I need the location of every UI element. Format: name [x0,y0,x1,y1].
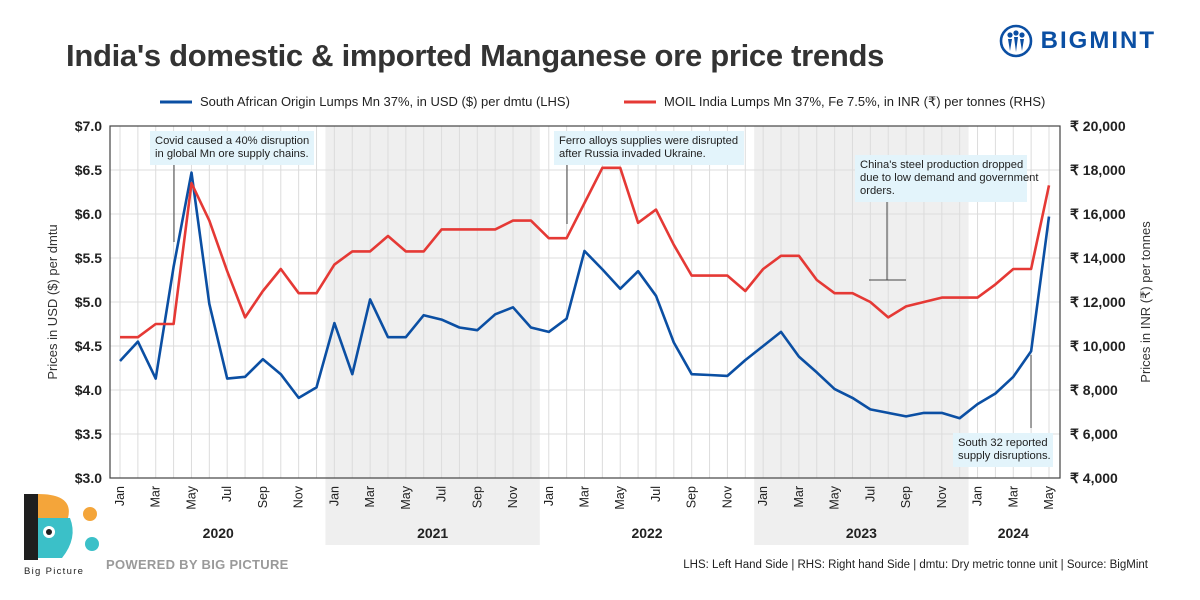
annotation-text: due to low demand and government [860,172,1039,184]
x-tick-label: Nov [935,485,949,508]
left-tick-label: $3.0 [75,470,102,486]
x-tick-label: Mar [363,486,377,508]
right-tick-label: ₹ 6,000 [1070,426,1118,442]
year-label-2024: 2024 [998,525,1029,541]
right-tick-label: ₹ 4,000 [1070,470,1118,486]
right-axis-label: Prices in INR (₹) per tonnes [1138,221,1153,383]
x-tick-label: May [399,485,413,509]
source-notes: LHS: Left Hand Side | RHS: Right hand Si… [683,559,1148,571]
x-tick-label: Jan [113,486,127,506]
annotation-text: China's steel production dropped [860,159,1023,171]
x-tick-label: May [184,485,198,509]
left-tick-label: $3.5 [75,426,102,442]
chart-title: India's domestic & imported Manganese or… [66,38,885,73]
x-tick-label: Mar [578,486,592,508]
right-tick-label: ₹ 18,000 [1070,162,1126,178]
annotation-text: in global Mn ore supply chains. [155,148,309,160]
annotation-box [953,433,1053,467]
big-picture-logo-icon [24,494,99,560]
year-label-2023: 2023 [846,525,877,541]
x-tick-label: May [1042,485,1056,509]
annotation-text: South 32 reported [958,437,1048,449]
left-axis-label: Prices in USD ($) per dmtu [45,224,60,379]
x-tick-label: Nov [292,485,306,508]
x-tick-label: Sep [899,486,913,508]
annotation-text: Covid caused a 40% disruption [155,135,309,147]
big-picture-logo [22,492,102,569]
right-tick-label: ₹ 16,000 [1070,206,1126,222]
left-tick-label: $4.5 [75,338,102,354]
right-tick-label: ₹ 12,000 [1070,294,1126,310]
annotation-box [855,155,1027,202]
x-tick-label: Sep [470,486,484,508]
bigmint-logo-icon [999,24,1032,58]
legend-label-usd: South African Origin Lumps Mn 37%, in US… [200,94,570,109]
x-tick-label: Mar [792,486,806,508]
left-tick-label: $5.5 [75,250,102,266]
year-shade-2021 [325,126,540,545]
right-tick-label: ₹ 10,000 [1070,338,1126,354]
left-tick-label: $5.0 [75,294,102,310]
right-tick-label: ₹ 8,000 [1070,382,1118,398]
annotation-text: after Russia invaded Ukraine. [559,148,706,160]
right-tick-label: ₹ 20,000 [1070,118,1126,134]
bigmint-logo: BIGMINT [999,24,1156,58]
x-tick-label: Nov [720,485,734,508]
x-tick-label: Jul [649,486,663,502]
left-tick-label: $7.0 [75,118,102,134]
big-picture-label: Big Picture [24,566,85,577]
year-label-2022: 2022 [631,525,662,541]
x-tick-label: Jan [756,486,770,506]
x-tick-label: Sep [685,486,699,508]
x-tick-label: Sep [256,486,270,508]
left-tick-label: $6.5 [75,162,102,178]
bigmint-logo-text: BIGMINT [1040,27,1156,54]
x-tick-label: Mar [1006,486,1020,508]
left-tick-label: $6.0 [75,206,102,222]
annotation-box [150,131,314,165]
x-tick-label: Jan [327,486,341,506]
annotation-text: supply disruptions. [958,450,1051,462]
left-tick-label: $4.0 [75,382,102,398]
x-tick-label: Jul [435,486,449,502]
x-tick-label: Jul [220,486,234,502]
x-tick-label: May [828,485,842,509]
x-tick-label: Mar [149,486,163,508]
annotation-text: Ferro alloys supplies were disrupted [559,135,738,147]
powered-by-text: POWERED BY BIG PICTURE [106,557,289,572]
right-tick-label: ₹ 14,000 [1070,250,1126,266]
annotation-text: orders. [860,185,895,197]
x-tick-label: Jan [971,486,985,506]
year-label-2020: 2020 [203,525,234,541]
x-tick-label: May [613,485,627,509]
legend-label-inr: MOIL India Lumps Mn 37%, Fe 7.5%, in INR… [664,94,1045,109]
x-tick-label: Jan [542,486,556,506]
annotation-box [554,131,744,165]
series-line-inr [120,166,1051,339]
series-line-usd [119,171,1051,420]
plot-frame [109,125,1061,479]
x-tick-label: Nov [506,485,520,508]
x-tick-label: Jul [863,486,877,502]
year-label-2021: 2021 [417,525,448,541]
